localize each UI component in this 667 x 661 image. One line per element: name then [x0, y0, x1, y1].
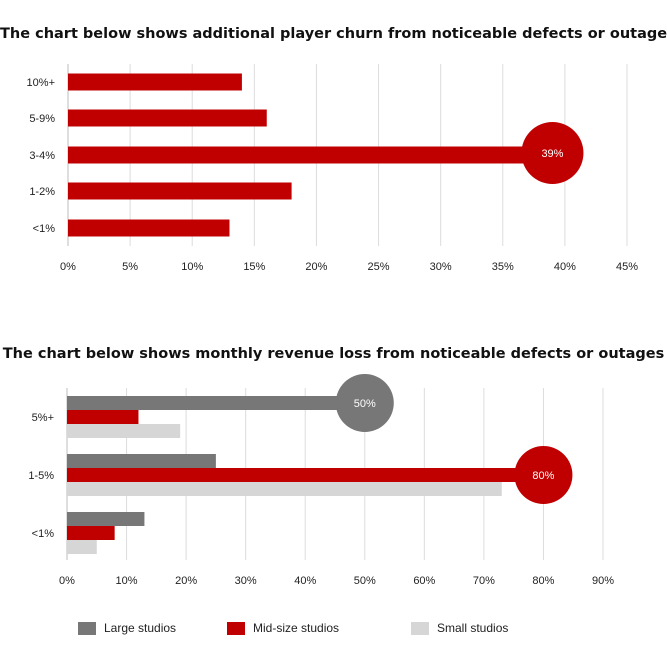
x-tick-label: 90% — [592, 575, 614, 587]
bar — [68, 109, 267, 127]
legend-item-large: Large studios — [78, 621, 176, 635]
bar — [67, 424, 181, 438]
highlight-bubble — [521, 122, 584, 184]
churn-chart: 0% 5% 10% 15% 20% 25% 30% 35% 40% 45% 10%+ 5-9% 3-4%… — [27, 64, 638, 273]
y-category-label: <1% — [32, 528, 55, 540]
y-category-label: 1-5% — [28, 470, 54, 482]
x-tick-label: 15% — [243, 261, 265, 273]
legend-item-small: Small studios — [411, 621, 508, 635]
highlight-bubble — [514, 446, 573, 504]
legend-swatch-large — [78, 621, 96, 635]
x-tick-label: 80% — [532, 575, 554, 587]
bar — [67, 410, 139, 424]
x-tick-label: 30% — [235, 575, 257, 587]
legend-label-large: Large studios — [104, 621, 177, 635]
x-tick-label: 40% — [554, 261, 576, 273]
bar — [68, 146, 553, 164]
x-tick-label: 20% — [305, 261, 327, 273]
x-tick-label: 25% — [368, 261, 390, 273]
x-tick-label: 70% — [473, 575, 495, 587]
x-tick-label: 0% — [60, 261, 76, 273]
y-category-label: <1% — [33, 223, 56, 235]
data-label: 50% — [354, 398, 376, 410]
bar — [68, 219, 230, 237]
chart-2-title: The chart below shows monthly revenue lo… — [2, 346, 665, 362]
legend-swatch-mid — [227, 621, 245, 635]
x-tick-label: 50% — [354, 575, 376, 587]
highlight-bubble — [335, 374, 394, 432]
x-tick-label: 10% — [116, 575, 138, 587]
bar — [67, 396, 365, 410]
x-tick-label: 40% — [294, 575, 316, 587]
x-tick-label: 35% — [492, 261, 514, 273]
y-category-label: 3-4% — [29, 150, 55, 162]
chart-1-title: The chart below shows additional player … — [0, 26, 667, 42]
x-tick-label: 10% — [181, 261, 203, 273]
y-category-label: 5-9% — [29, 113, 55, 125]
x-tick-label: 20% — [175, 575, 197, 587]
data-label: 39% — [541, 148, 563, 160]
x-tick-label: 60% — [413, 575, 435, 587]
data-label: 80% — [532, 470, 554, 482]
y-category-label: 1-2% — [29, 186, 55, 198]
legend: Large studios Mid-size studios Small stu… — [0, 621, 667, 643]
legend-swatch-small — [411, 621, 429, 635]
x-tick-label: 5% — [122, 261, 138, 273]
legend-label-mid: Mid-size studios — [253, 621, 340, 635]
y-category-label: 10%+ — [27, 77, 55, 89]
y-category-label: 5%+ — [32, 412, 54, 424]
bar — [67, 468, 544, 482]
bar — [67, 512, 145, 526]
bar — [67, 526, 115, 540]
bar — [67, 540, 97, 554]
bar — [67, 482, 502, 496]
bar — [68, 73, 242, 91]
bar — [68, 182, 292, 200]
legend-label-small: Small studios — [437, 621, 509, 635]
x-tick-label: 45% — [616, 261, 638, 273]
x-tick-label: 0% — [59, 575, 75, 587]
bar — [67, 454, 216, 468]
legend-item-mid: Mid-size studios — [227, 621, 339, 635]
x-tick-label: 30% — [430, 261, 452, 273]
